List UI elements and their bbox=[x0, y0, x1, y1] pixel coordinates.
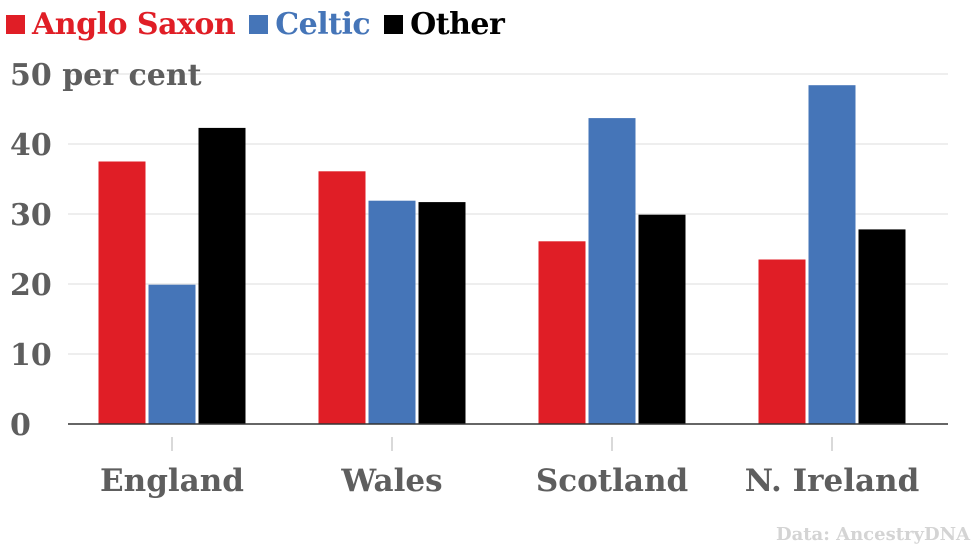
bar-anglo-saxon-england bbox=[98, 161, 146, 424]
bar-other-wales bbox=[418, 202, 466, 424]
y-tick-label: 0 bbox=[10, 408, 31, 443]
x-tick-label: Wales bbox=[340, 463, 442, 499]
bar-celtic-wales bbox=[368, 200, 416, 424]
source-note: Data: AncestryDNA bbox=[775, 524, 970, 545]
chart-legend: Anglo Saxon Celtic Other bbox=[6, 2, 518, 46]
legend-label-celtic: Celtic bbox=[275, 6, 371, 42]
y-tick-label: 10 bbox=[10, 338, 52, 373]
legend-item-celtic: Celtic bbox=[249, 6, 371, 42]
y-tick-label: 50 per cent bbox=[10, 58, 202, 93]
x-tick-label: England bbox=[100, 463, 244, 499]
bar-anglo-saxon-n-ireland bbox=[758, 259, 806, 424]
legend-label-anglo-saxon: Anglo Saxon bbox=[32, 6, 236, 42]
bar-celtic-scotland bbox=[588, 118, 636, 424]
bar-anglo-saxon-wales bbox=[318, 171, 366, 424]
bar-celtic-n-ireland bbox=[808, 85, 856, 424]
bar-other-scotland bbox=[638, 214, 686, 424]
y-tick-label: 30 bbox=[10, 198, 52, 233]
legend-item-anglo-saxon: Anglo Saxon bbox=[6, 6, 236, 42]
y-tick-label: 40 bbox=[10, 128, 52, 163]
x-tick-label: Scotland bbox=[536, 463, 688, 499]
legend-label-other: Other bbox=[410, 6, 505, 42]
bar-other-n-ireland bbox=[858, 229, 906, 424]
y-tick-label: 20 bbox=[10, 268, 52, 303]
bar-other-england bbox=[198, 127, 246, 425]
legend-item-other: Other bbox=[384, 6, 505, 42]
legend-swatch-other bbox=[384, 14, 404, 34]
x-tick-label: N. Ireland bbox=[745, 463, 920, 499]
legend-swatch-celtic bbox=[249, 14, 269, 34]
bar-anglo-saxon-scotland bbox=[538, 241, 586, 424]
legend-swatch-anglo-saxon bbox=[6, 14, 25, 34]
bar-celtic-england bbox=[148, 284, 196, 424]
